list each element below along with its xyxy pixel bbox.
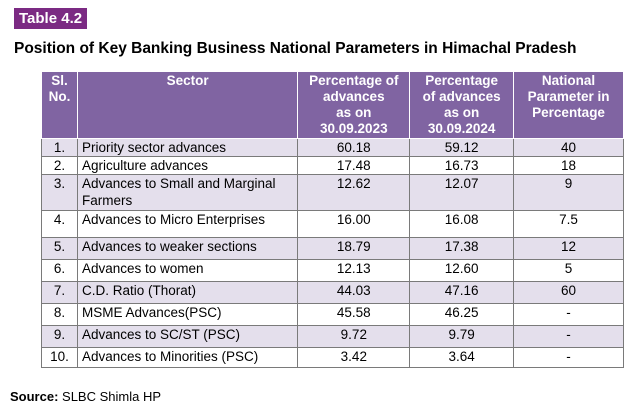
cell-national: 18 <box>513 156 624 175</box>
cell-pct-2023: 60.18 <box>297 138 411 157</box>
header-pct-2024: Percentage of advances as on 30.09.2024 <box>409 71 515 139</box>
cell-sector: Agriculture advances <box>76 156 299 175</box>
cell-pct-2024: 16.73 <box>409 156 515 175</box>
cell-national: 5 <box>513 259 624 282</box>
cell-sector: Priority sector advances <box>76 138 299 157</box>
cell-sector: Advances to Micro Enterprises <box>76 210 299 238</box>
cell-sector: Advances to Small and Marginal Farmers <box>76 174 299 211</box>
table-row: 3. Advances to Small and Marginal Farmers… <box>41 174 624 211</box>
cell-sector: Advances to weaker sections <box>76 237 299 260</box>
cell-sl: 3. <box>41 174 78 211</box>
cell-national: - <box>513 303 624 326</box>
table-row: 7. C.D. Ratio (Thorat) 44.03 47.16 60 <box>41 281 624 304</box>
cell-sl: 10. <box>41 347 78 368</box>
cell-sl: 7. <box>41 281 78 304</box>
cell-sl: 9. <box>41 325 78 348</box>
table-row: 5. Advances to weaker sections 18.79 17.38 1… <box>41 237 624 260</box>
cell-pct-2024: 59.12 <box>409 138 515 157</box>
cell-pct-2024: 3.64 <box>409 347 515 368</box>
data-table: Sl. No. Sector Percentage of advances as on… <box>41 71 624 368</box>
cell-pct-2024: 12.60 <box>409 259 515 282</box>
table-row: 8. MSME Advances(PSC) 45.58 46.25- <box>41 303 624 326</box>
cell-sl: 6. <box>41 259 78 282</box>
cell-pct-2024: 17.38 <box>409 237 515 260</box>
cell-sl: 2. <box>41 156 78 175</box>
cell-pct-2024: 47.16 <box>409 281 515 304</box>
cell-sl: 5. <box>41 237 78 260</box>
cell-national: - <box>513 347 624 368</box>
table-row: 10. Advances to Minorities (PSC) 3.42 3.64- <box>41 347 624 368</box>
cell-national: 60 <box>513 281 624 304</box>
table-row: 4. Advances to Micro Enterprises 16.00 16.0… <box>41 210 624 238</box>
cell-national: 12 <box>513 237 624 260</box>
table-row: 9. Advances to SC/ST (PSC) 9.72 9.79- <box>41 325 624 348</box>
cell-pct-2024: 46.25 <box>409 303 515 326</box>
cell-sector: MSME Advances(PSC) <box>76 303 299 326</box>
cell-pct-2024: 9.79 <box>409 325 515 348</box>
header-national: National Parameter in Percentage <box>513 71 624 139</box>
cell-pct-2023: 12.62 <box>297 174 411 211</box>
cell-pct-2023: 9.72 <box>297 325 411 348</box>
cell-national: 40 <box>513 138 624 157</box>
table-row: 6. Advances to women 12.13 12.60 5 <box>41 259 624 282</box>
cell-national: 7.5 <box>513 210 624 238</box>
cell-national: - <box>513 325 624 348</box>
cell-pct-2024: 16.08 <box>409 210 515 238</box>
cell-sector: C.D. Ratio (Thorat) <box>76 281 299 304</box>
header-sector: Sector <box>76 71 299 139</box>
table-label-badge: Table 4.2 <box>14 8 88 29</box>
table-header-row: Sl. No. Sector Percentage of advances as on… <box>41 71 624 139</box>
cell-sector: Advances to SC/ST (PSC) <box>76 325 299 348</box>
source-note: Source: SLBC Shimla HP <box>10 389 161 404</box>
header-pct-2023: Percentage of advances as on 30.09.2023 <box>297 71 411 139</box>
cell-sector: Advances to Minorities (PSC) <box>76 347 299 368</box>
header-sl: Sl. No. <box>41 71 78 139</box>
cell-pct-2023: 17.48 <box>297 156 411 175</box>
table-row: 1. Priority sector advances 60.18 59.12 40 <box>41 138 624 157</box>
cell-pct-2023: 3.42 <box>297 347 411 368</box>
cell-pct-2023: 45.58 <box>297 303 411 326</box>
page-title: Position of Key Banking Business Nationa… <box>14 40 577 57</box>
cell-pct-2023: 18.79 <box>297 237 411 260</box>
cell-sl: 1. <box>41 138 78 157</box>
cell-pct-2023: 16.00 <box>297 210 411 238</box>
cell-pct-2023: 12.13 <box>297 259 411 282</box>
cell-sl: 4. <box>41 210 78 238</box>
cell-pct-2024: 12.07 <box>409 174 515 211</box>
table-row: 2. Agriculture advances 17.48 16.73 18 <box>41 156 624 175</box>
cell-sector: Advances to women <box>76 259 299 282</box>
cell-national: 9 <box>513 174 624 211</box>
cell-sl: 8. <box>41 303 78 326</box>
cell-pct-2023: 44.03 <box>297 281 411 304</box>
